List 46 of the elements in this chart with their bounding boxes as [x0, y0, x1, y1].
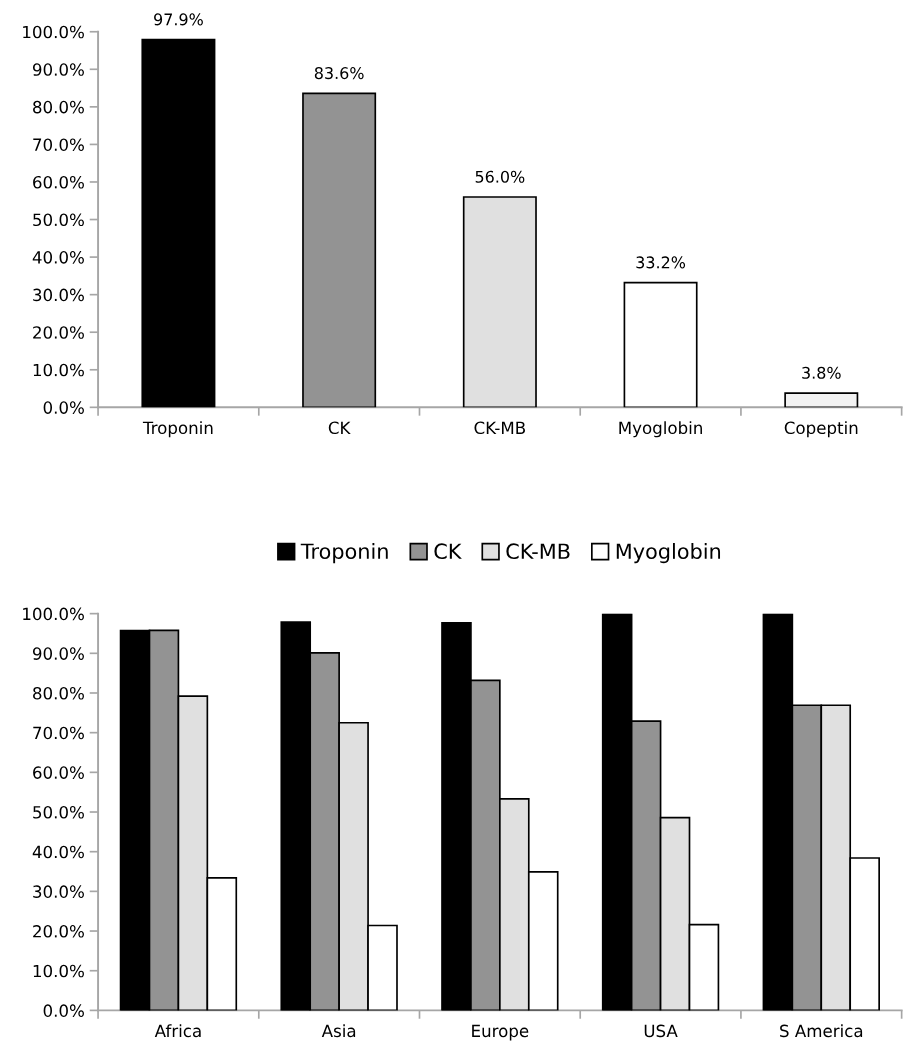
data-label: 33.2%	[636, 256, 686, 269]
legend-label: Myoglobin	[616, 542, 721, 564]
y-tick-label: 20.0%	[33, 326, 84, 339]
legend-label: Troponin	[300, 542, 388, 564]
data-label: 3.8%	[802, 366, 841, 379]
x-tick-label: Africa	[154, 1024, 201, 1038]
y-tick-label: 90.0%	[32, 63, 84, 76]
bar	[462, 196, 537, 408]
data-label: 83.6%	[314, 67, 364, 80]
x-tick-label: Asia	[321, 1024, 356, 1038]
y-tick-label: 70.0%	[33, 138, 84, 151]
x-tick-label: Copeptin	[784, 421, 858, 438]
y-tick-label: 70.0%	[33, 726, 84, 740]
y-tick-label: 50.0%	[33, 213, 84, 227]
legend-label: CK-MB	[506, 543, 570, 560]
bar	[784, 392, 859, 408]
x-tick-label: USA	[644, 1024, 678, 1038]
x-tick-label: Myoglobin	[619, 421, 702, 438]
x-tick-label: Troponin	[142, 421, 213, 438]
y-tick-label: 60.0%	[33, 766, 84, 779]
x-tick-label: CK	[328, 421, 351, 435]
x-tick-label: Europe	[472, 1024, 529, 1041]
y-tick-label: 60.0%	[33, 175, 84, 189]
y-tick-label: 30.0%	[33, 885, 84, 898]
y-tick-label: 10.0%	[33, 964, 84, 978]
bar	[302, 92, 377, 408]
y-tick-label: 0.0%	[43, 1004, 84, 1017]
bar	[623, 281, 698, 408]
y-tick-label: 40.0%	[32, 251, 84, 264]
y-tick-label: 80.0%	[33, 100, 84, 114]
x-tick-label: CK-MB	[474, 421, 525, 435]
y-tick-label: 30.0%	[33, 288, 84, 302]
y-tick-label: 40.0%	[32, 845, 84, 859]
bar	[141, 38, 216, 408]
y-tick-label: 0.0%	[43, 401, 84, 414]
data-label: 97.9%	[154, 13, 203, 26]
y-tick-label: 100.0%	[23, 607, 84, 621]
y-tick-label: 10.0%	[33, 363, 84, 377]
y-tick-label: 90.0%	[32, 647, 84, 660]
legend-label: CK	[434, 543, 462, 560]
data-label: 56.0%	[475, 170, 525, 183]
y-tick-label: 20.0%	[33, 925, 84, 938]
y-tick-label: 100.0%	[23, 25, 84, 39]
y-tick-label: 50.0%	[33, 805, 84, 819]
x-tick-label: S America	[780, 1024, 863, 1038]
y-tick-label: 80.0%	[33, 686, 84, 700]
